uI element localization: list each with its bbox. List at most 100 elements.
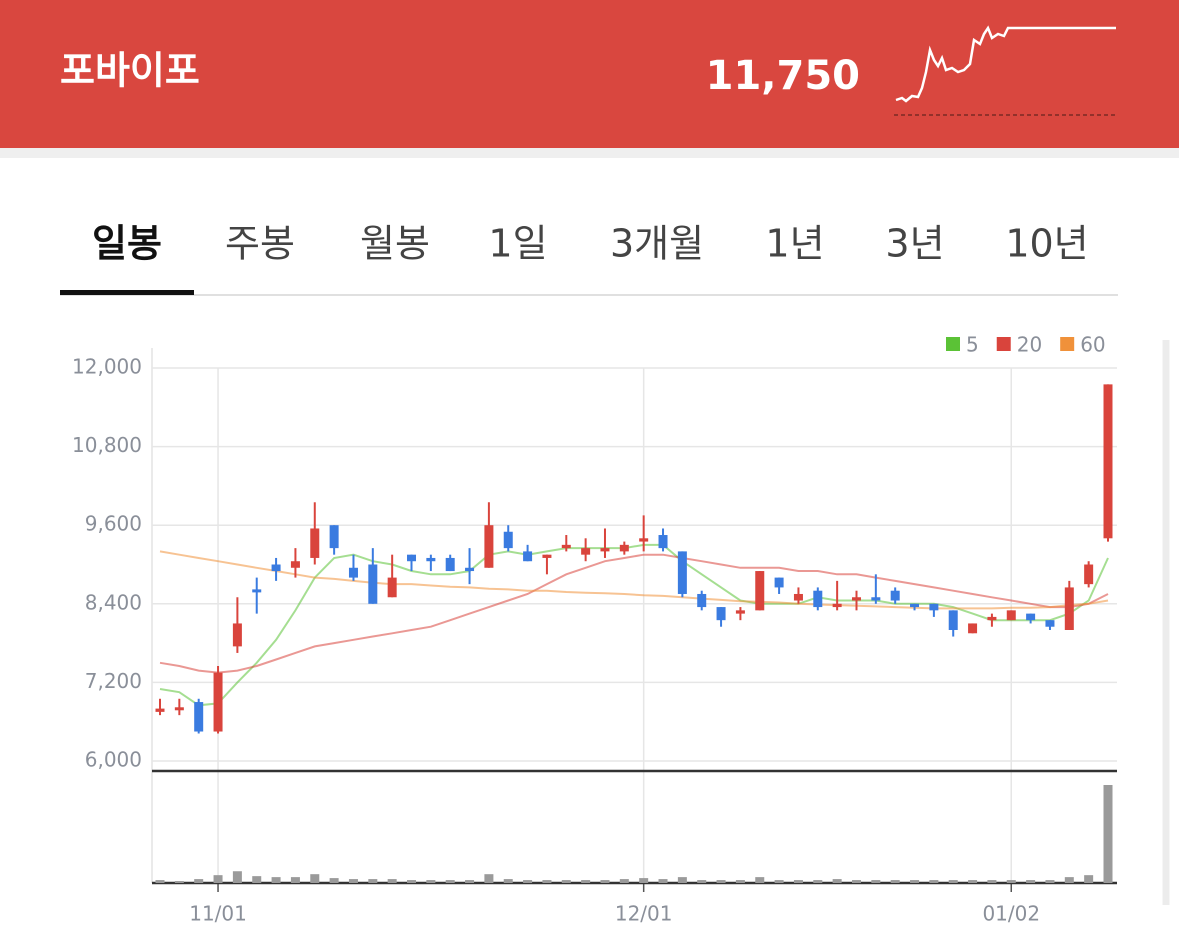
y-tick-label: 8,400	[85, 590, 142, 614]
volume-bar	[890, 880, 900, 883]
candle-body	[1026, 613, 1036, 621]
volume-bar	[948, 880, 958, 883]
tab[interactable]: 일봉	[92, 222, 162, 266]
candle-body	[387, 577, 397, 598]
volume-bar	[755, 877, 765, 883]
volume-bar	[851, 880, 861, 883]
candle-body	[348, 567, 358, 578]
tab[interactable]: 1일	[488, 222, 547, 266]
candle-body	[523, 551, 533, 562]
header-bar	[0, 0, 1179, 148]
volume-bar	[213, 875, 223, 883]
volume-bar	[426, 880, 436, 883]
volume-bar	[774, 880, 784, 883]
y-tick-label: 9,600	[85, 512, 142, 536]
volume-bar	[619, 879, 629, 883]
volume-bar	[1084, 875, 1094, 883]
legend-label: 20	[1017, 333, 1042, 357]
volume-bar	[523, 880, 533, 883]
volume-bar	[194, 879, 204, 883]
candle-body	[968, 623, 978, 634]
candle-body	[407, 554, 417, 562]
x-tick-label: 01/02	[982, 902, 1040, 926]
y-tick-label: 6,000	[85, 748, 142, 772]
volume-bar	[465, 880, 475, 883]
candle-body	[542, 554, 552, 558]
candle-body	[465, 567, 475, 572]
candle-body	[697, 593, 707, 608]
volume-bar	[368, 879, 378, 883]
candle-body	[851, 597, 861, 601]
volume-bar	[310, 874, 320, 883]
candle-body	[1006, 610, 1016, 621]
header-shadow	[0, 148, 1179, 158]
volume-bar	[1045, 880, 1055, 883]
tab[interactable]: 3개월	[610, 222, 704, 266]
volume-bar	[793, 880, 803, 883]
tab[interactable]: 월봉	[360, 222, 430, 266]
candle-body	[793, 593, 803, 601]
legend-label: 5	[966, 333, 979, 357]
candle-body	[871, 597, 881, 601]
tab[interactable]: 1년	[765, 222, 824, 266]
volume-bar	[639, 878, 649, 883]
candle-body	[194, 702, 204, 732]
candle-body	[1045, 620, 1055, 627]
candle-body	[155, 708, 165, 712]
legend-swatch	[996, 337, 1011, 351]
tab[interactable]: 주봉	[225, 222, 295, 266]
legend-label: 60	[1080, 333, 1105, 357]
candle-body	[368, 564, 378, 604]
candle-body	[1103, 384, 1113, 539]
ma-line	[159, 553, 1109, 674]
candle-body	[445, 557, 455, 572]
candle-body	[813, 590, 823, 608]
candle-body	[619, 544, 629, 552]
volume-bar	[832, 879, 842, 883]
volume-bar	[561, 880, 571, 883]
volume-bar	[677, 877, 687, 883]
candle-body	[503, 531, 513, 549]
candle-body	[1084, 564, 1094, 585]
volume-bar	[735, 880, 745, 883]
volume-bar	[387, 879, 397, 883]
ma-line	[159, 543, 1109, 707]
tab[interactable]: 10년	[1005, 222, 1088, 266]
volume-bar	[407, 880, 417, 883]
volume-bar	[542, 880, 552, 883]
stock-name: 포바이포	[60, 49, 200, 93]
candle-body	[890, 590, 900, 601]
volume-bar	[232, 871, 242, 883]
candle-body	[948, 610, 958, 630]
volume-bar	[813, 880, 823, 883]
volume-bar	[1064, 877, 1074, 883]
volume-bar	[600, 880, 610, 883]
candle-body	[213, 672, 223, 732]
legend-swatch	[946, 337, 960, 351]
volume-bar	[1026, 880, 1036, 883]
candle-body	[832, 603, 842, 608]
volume-bar	[445, 880, 455, 883]
ma-line	[159, 550, 1109, 610]
volume-bar	[484, 874, 494, 883]
candle-body	[658, 535, 668, 549]
candle-body	[716, 607, 726, 621]
y-tick-label: 12,000	[72, 355, 142, 379]
candle-body	[484, 525, 494, 568]
candle-body	[329, 525, 339, 549]
volume-bar	[929, 880, 939, 883]
volume-bar	[329, 878, 339, 883]
volume-bar	[871, 880, 881, 883]
volume-bar	[271, 877, 281, 883]
volume-bar	[658, 879, 668, 883]
candle-body	[174, 707, 184, 711]
volume-bar	[252, 876, 262, 883]
tab[interactable]: 3년	[885, 222, 944, 266]
candle-body	[910, 603, 920, 608]
candle-body	[232, 623, 242, 647]
volume-bar	[697, 880, 707, 883]
candle-body	[755, 571, 765, 611]
candle-body	[600, 548, 610, 552]
volume-bar	[290, 877, 300, 883]
